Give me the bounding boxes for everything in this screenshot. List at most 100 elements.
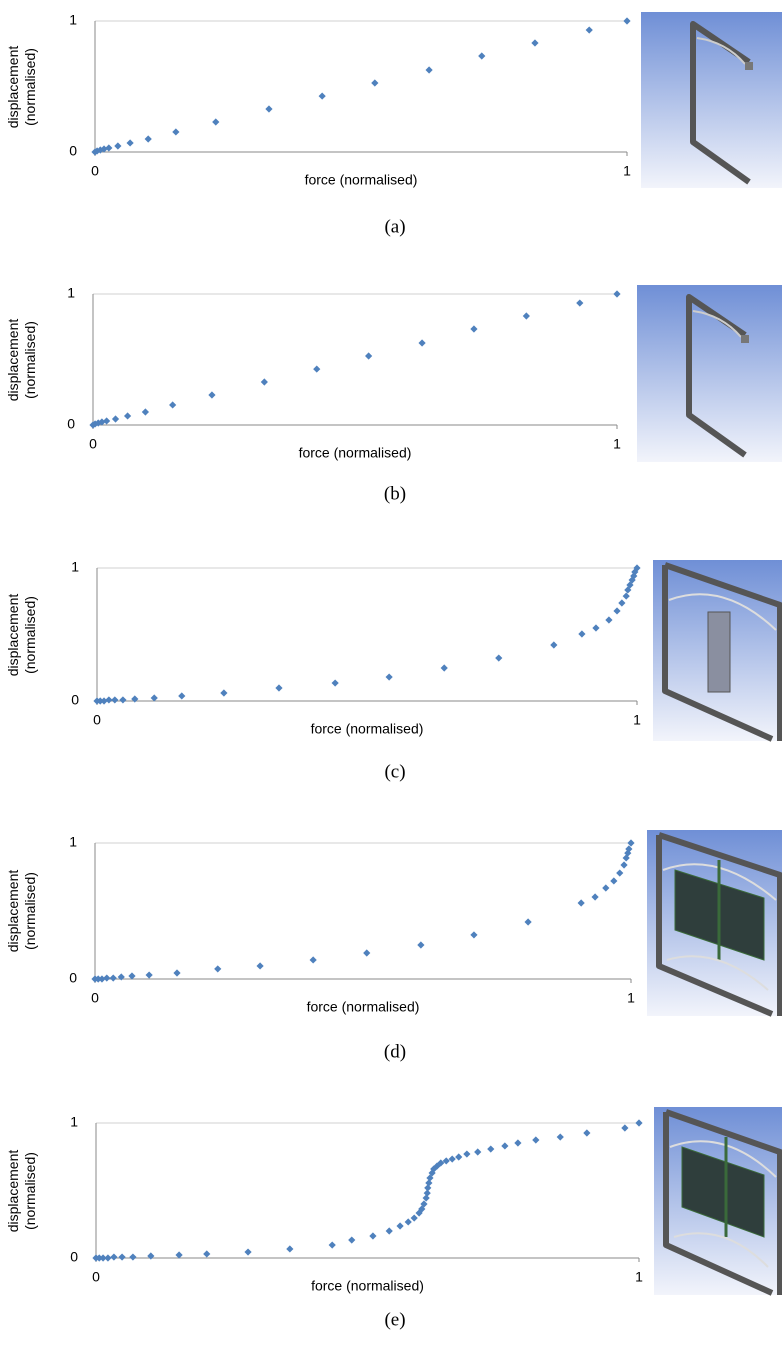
x-tick-label: 1 — [623, 163, 631, 179]
point — [178, 692, 185, 699]
point — [514, 1139, 521, 1146]
point — [105, 144, 112, 151]
point — [119, 696, 126, 703]
point — [244, 1248, 251, 1255]
point — [635, 1119, 642, 1126]
point — [576, 299, 583, 306]
point — [386, 673, 393, 680]
point — [470, 325, 477, 332]
caption: (c) — [384, 761, 405, 782]
point — [417, 941, 424, 948]
point — [332, 679, 339, 686]
point — [286, 1245, 293, 1252]
caption: (b) — [384, 483, 406, 504]
point — [501, 1142, 508, 1149]
point — [405, 1218, 412, 1225]
y-axis-label: displacement (normalised) — [5, 851, 39, 971]
point — [396, 1222, 403, 1229]
x-tick-label: 0 — [92, 1269, 100, 1285]
point — [131, 695, 138, 702]
point — [586, 26, 593, 33]
point — [104, 1254, 111, 1261]
x-axis-label: force (normalised) — [299, 445, 412, 461]
y-tick-label: 0 — [71, 692, 79, 708]
point — [605, 616, 612, 623]
y-axis-label: displacement (normalised) — [5, 575, 39, 695]
point — [103, 974, 110, 981]
point — [127, 139, 134, 146]
point — [592, 624, 599, 631]
point — [470, 931, 477, 938]
x-tick-label: 0 — [91, 163, 99, 179]
y-tick-label: 1 — [69, 834, 77, 850]
point — [111, 696, 118, 703]
point — [532, 1136, 539, 1143]
y-tick-label: 1 — [69, 12, 77, 28]
point — [620, 861, 627, 868]
point — [487, 1145, 494, 1152]
point — [110, 1253, 117, 1260]
point — [275, 684, 282, 691]
point — [256, 962, 263, 969]
x-axis-label: force (normalised) — [305, 172, 418, 188]
figure: 0 1 0 1 force (normalised) (a) 0 1 0 1 force (norm… — [0, 0, 782, 1346]
mass — [741, 335, 749, 343]
point — [151, 694, 158, 701]
y-tick-label: 0 — [69, 143, 77, 159]
point — [348, 1236, 355, 1243]
point — [523, 312, 530, 319]
point — [124, 412, 131, 419]
point — [118, 1253, 125, 1260]
x-tick-label: 0 — [91, 990, 99, 1006]
point — [319, 92, 326, 99]
point — [474, 1148, 481, 1155]
point — [173, 969, 180, 976]
point — [363, 949, 370, 956]
point — [411, 1214, 418, 1221]
point — [463, 1150, 470, 1157]
point — [441, 664, 448, 671]
point — [591, 893, 598, 900]
point — [613, 290, 620, 297]
point — [602, 884, 609, 891]
caption: (e) — [384, 1309, 405, 1330]
point — [495, 654, 502, 661]
point — [627, 839, 634, 846]
point — [172, 128, 179, 135]
y-tick-label: 0 — [67, 416, 75, 432]
y-tick-label: 0 — [70, 1249, 78, 1265]
point — [371, 79, 378, 86]
point — [578, 899, 585, 906]
point — [112, 415, 119, 422]
chart-figure: 0 1 0 1 force (normalised) (a) 0 1 0 1 force (norm… — [0, 0, 782, 1346]
y-tick-label: 1 — [71, 559, 79, 575]
point — [369, 1232, 376, 1239]
point — [142, 408, 149, 415]
point — [265, 105, 272, 112]
point — [329, 1241, 336, 1248]
point — [203, 1250, 210, 1257]
point — [623, 17, 630, 24]
point — [418, 339, 425, 346]
point — [531, 39, 538, 46]
y-tick-label: 1 — [70, 1114, 78, 1130]
point — [103, 417, 110, 424]
point — [146, 971, 153, 978]
caption: (d) — [384, 1041, 406, 1062]
point — [425, 66, 432, 73]
x-tick-label: 0 — [93, 712, 101, 728]
point — [550, 641, 557, 648]
point — [478, 52, 485, 59]
y-tick-label: 0 — [69, 970, 77, 986]
point — [208, 391, 215, 398]
x-axis-label: force (normalised) — [307, 999, 420, 1015]
point — [212, 118, 219, 125]
y-tick-label: 1 — [67, 285, 75, 301]
point — [583, 1129, 590, 1136]
caption: (a) — [384, 216, 405, 237]
point — [110, 974, 117, 981]
point — [449, 1155, 456, 1162]
point — [261, 378, 268, 385]
x-tick-label: 1 — [613, 436, 621, 452]
structure-image — [647, 830, 782, 1016]
